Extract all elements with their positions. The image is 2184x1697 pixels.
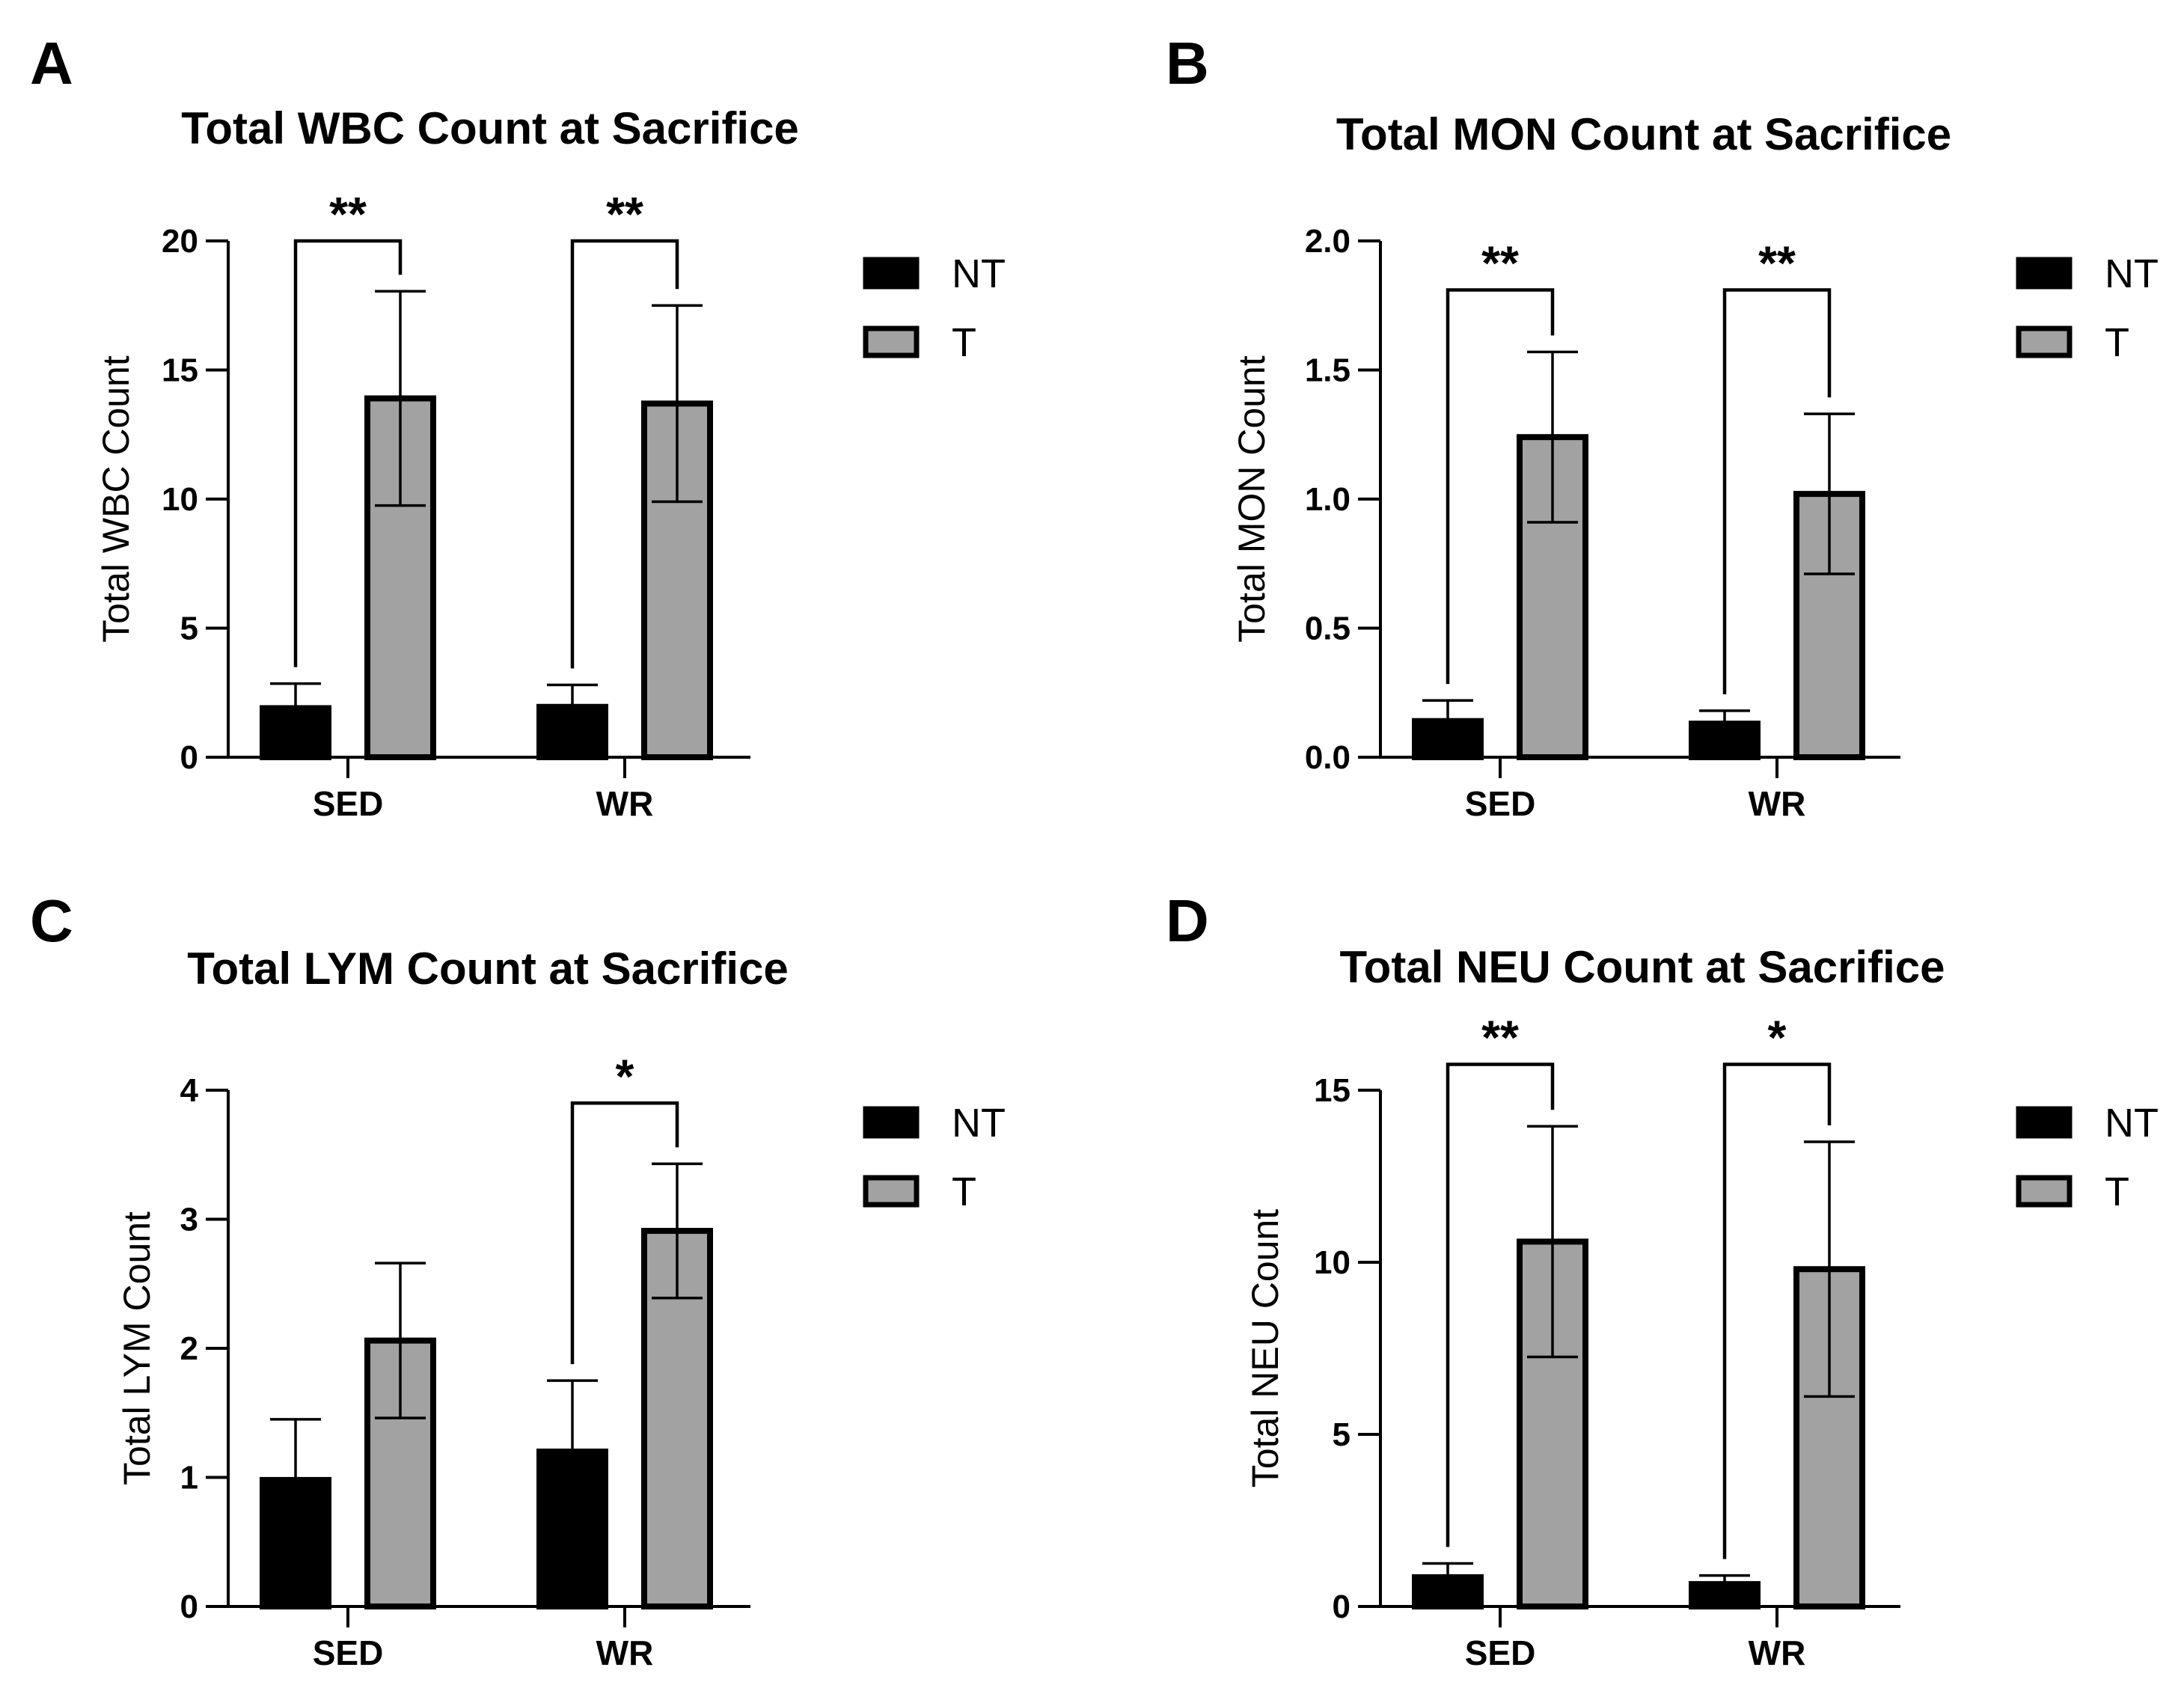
y-axis-title: Total LYM Count <box>116 1211 158 1485</box>
legend-label-nt: NT <box>2105 1101 2159 1146</box>
significance-label: ** <box>329 187 367 241</box>
x-tick-label: WR <box>1749 1633 1806 1672</box>
significance-label: ** <box>1758 236 1796 290</box>
legend-swatch-nt <box>863 1106 920 1139</box>
panel-letter: D <box>1166 887 1209 954</box>
panel-b: B Total MON Count at Sacrifice Total MON C… <box>1166 30 2159 823</box>
panel-a: A Total WBC Count at Sacrifice Total WBC C… <box>30 30 1006 823</box>
significance-bracket <box>570 239 679 669</box>
y-tick-label: 1.5 <box>1305 352 1351 389</box>
y-tick-label: 2.0 <box>1305 223 1351 260</box>
legend-swatch-nt <box>863 257 920 290</box>
legend-label-t: T <box>952 1169 976 1214</box>
y-tick-label: 4 <box>180 1072 199 1109</box>
significance-label: ** <box>606 187 643 241</box>
panel-letter: C <box>30 887 73 954</box>
chart-title: Total LYM Count at Sacrifice <box>187 944 788 994</box>
x-tick-label: SED <box>313 1633 384 1672</box>
legend-swatch-t <box>2016 325 2073 358</box>
legend-label-t: T <box>2105 320 2129 365</box>
x-tick-label: SED <box>313 784 384 823</box>
y-tick-label: 10 <box>1314 1244 1351 1281</box>
y-tick-label: 5 <box>1333 1416 1351 1453</box>
y-tick-label: 0.5 <box>1305 611 1351 647</box>
y-tick-label: 0.0 <box>1305 739 1351 776</box>
y-tick-label: 0 <box>180 739 198 776</box>
legend-label-nt: NT <box>952 251 1006 296</box>
y-axis-title: Total NEU Count <box>1244 1209 1286 1487</box>
legend-swatch-nt <box>2016 1106 2073 1139</box>
significance-bracket <box>293 239 403 667</box>
y-axis-title: Total MON Count <box>1231 355 1273 643</box>
chart-title: Total MON Count at Sacrifice <box>1336 109 1951 159</box>
x-tick-label: WR <box>1749 784 1806 823</box>
legend-label-nt: NT <box>952 1101 1006 1146</box>
y-tick-label: 1.0 <box>1305 481 1351 518</box>
chart-title: Total NEU Count at Sacrifice <box>1339 942 1945 992</box>
x-tick-label: SED <box>1465 784 1536 823</box>
y-tick-label: 15 <box>1314 1072 1351 1109</box>
legend-label-t: T <box>952 320 976 365</box>
significance-label: * <box>1768 1011 1787 1065</box>
significance-bracket <box>1722 288 1832 694</box>
significance-label: ** <box>1481 236 1519 290</box>
x-tick-label: WR <box>596 1633 654 1672</box>
significance-bracket <box>570 1101 679 1365</box>
y-tick-label: 2 <box>180 1330 198 1367</box>
y-tick-label: 20 <box>162 223 198 260</box>
y-tick-label: 5 <box>180 611 198 647</box>
y-tick-label: 0 <box>1333 1589 1351 1625</box>
significance-label: ** <box>1481 1011 1519 1065</box>
legend-swatch-t <box>863 1175 920 1208</box>
chart-title: Total WBC Count at Sacrifice <box>181 103 799 153</box>
legend-label-t: T <box>2105 1169 2129 1214</box>
y-tick-label: 3 <box>180 1202 198 1238</box>
x-tick-label: WR <box>596 784 654 823</box>
y-tick-label: 0 <box>180 1589 198 1625</box>
panel-c: C Total LYM Count at Sacrifice Total LYM C… <box>30 887 1006 1672</box>
significance-bracket <box>1722 1062 1832 1559</box>
panel-letter: B <box>1166 30 1209 97</box>
y-tick-label: 1 <box>180 1460 198 1496</box>
legend-label-nt: NT <box>2105 251 2159 296</box>
y-tick-label: 15 <box>162 352 198 389</box>
legend-swatch-nt <box>2016 257 2073 290</box>
x-tick-label: SED <box>1465 1633 1536 1672</box>
panel-d: D Total NEU Count at Sacrifice Total NEU C… <box>1166 887 2159 1672</box>
significance-label: * <box>616 1049 634 1103</box>
y-axis-title: Total WBC Count <box>95 355 137 643</box>
significance-bracket <box>1446 1062 1555 1547</box>
legend-swatch-t <box>863 325 920 358</box>
y-tick-label: 10 <box>162 481 198 518</box>
panel-letter: A <box>30 30 73 97</box>
significance-bracket <box>1446 288 1555 685</box>
legend-swatch-t <box>2016 1175 2073 1208</box>
